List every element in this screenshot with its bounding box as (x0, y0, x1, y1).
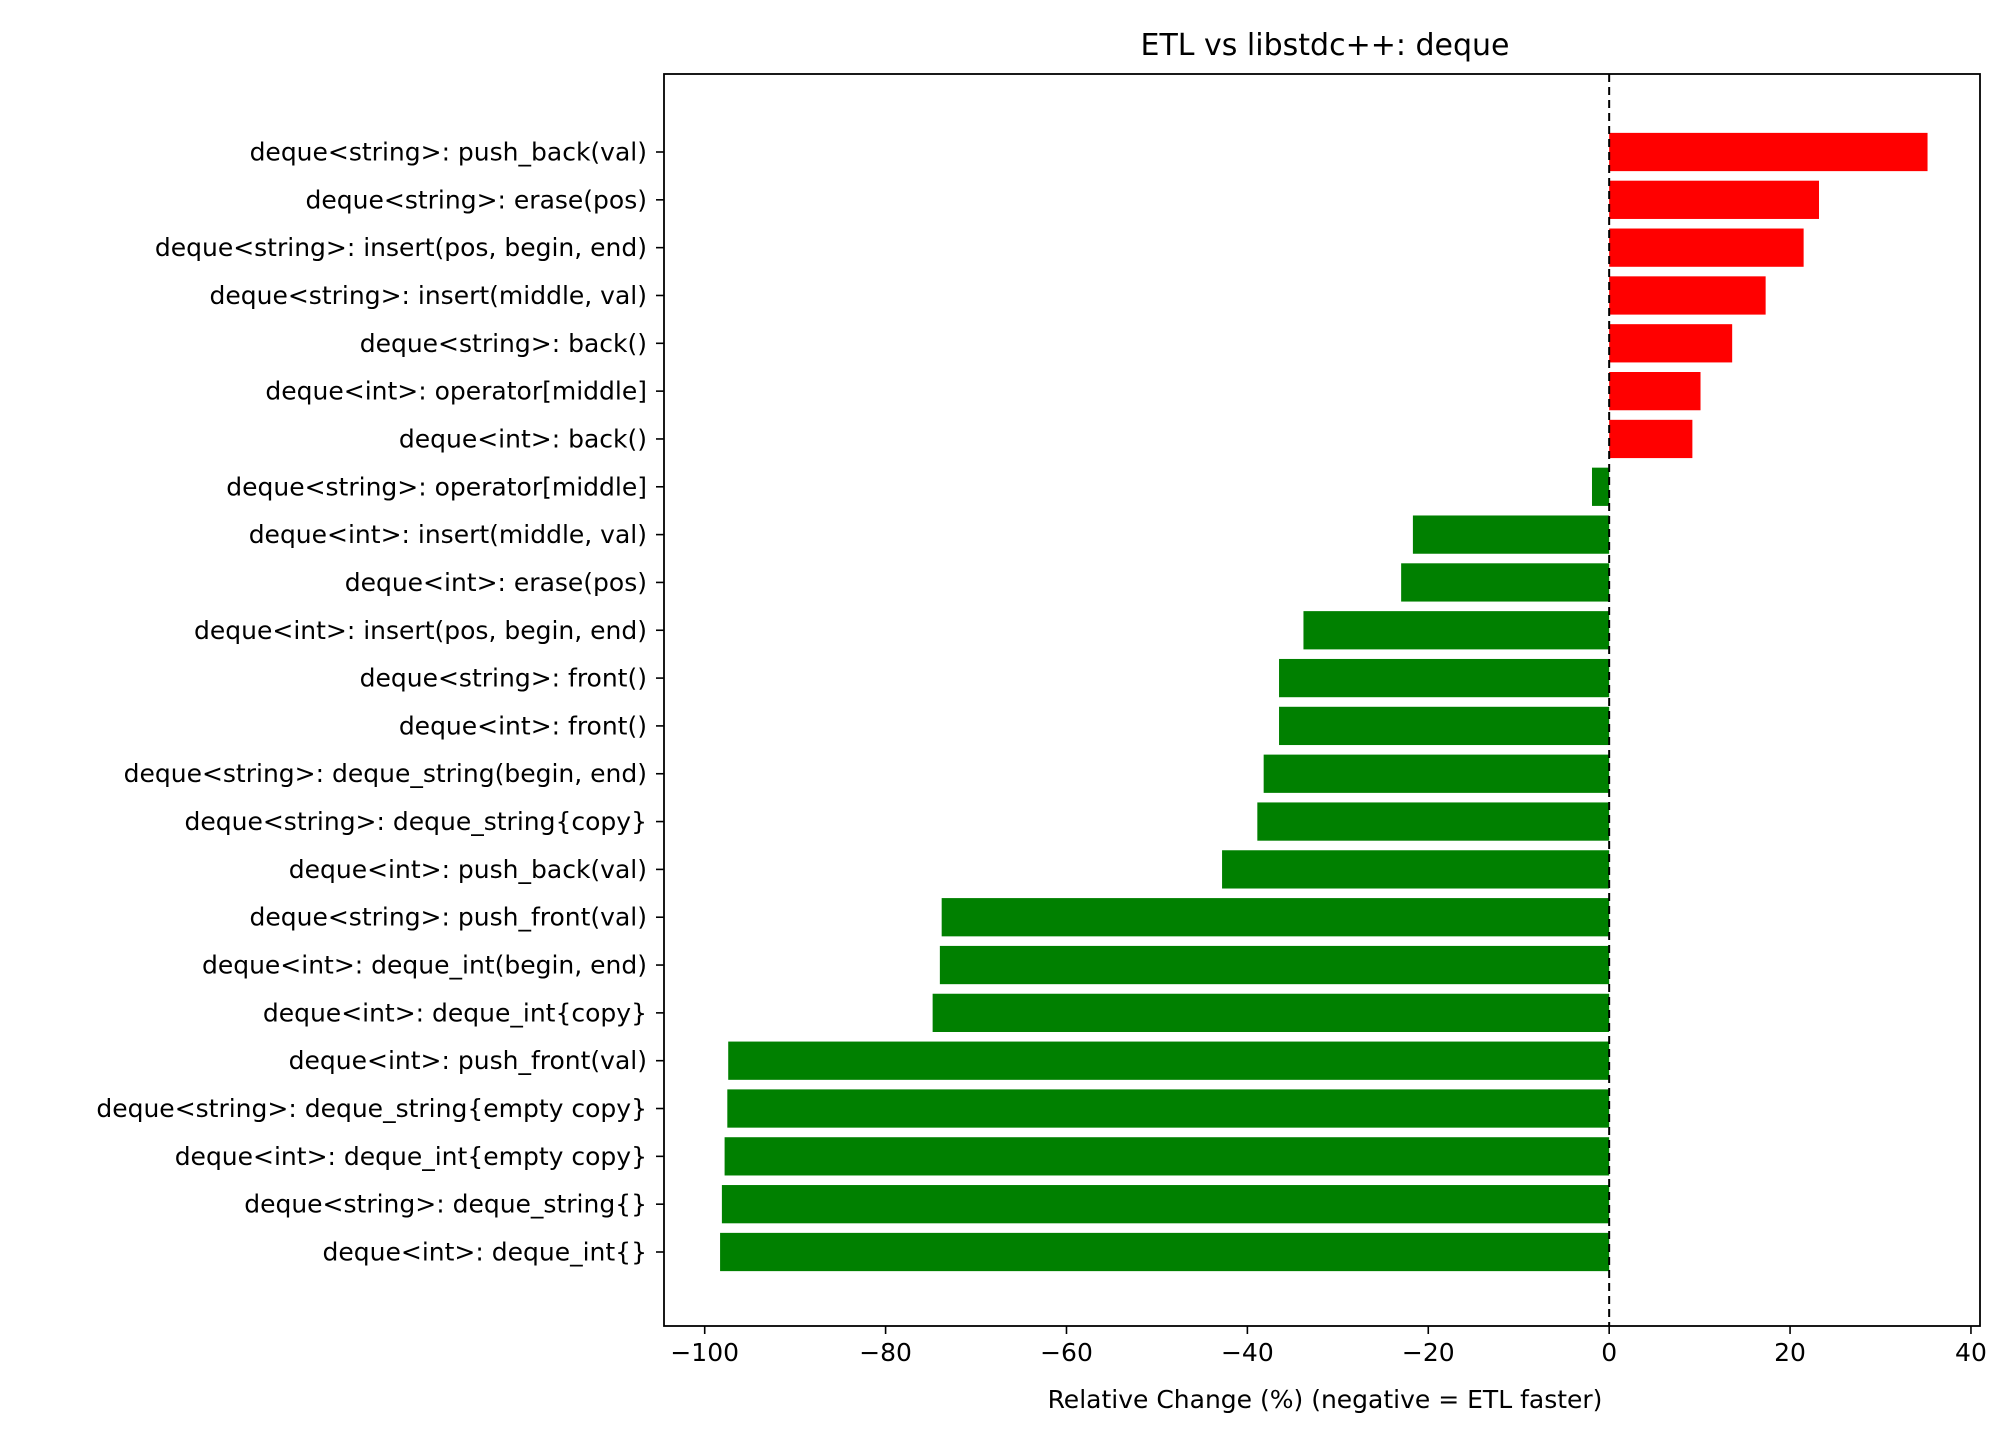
bar-4 (1609, 324, 1733, 363)
bar-9 (1401, 563, 1610, 602)
bar-13 (1263, 754, 1610, 793)
x-tick-label: 40 (1955, 1338, 1987, 1367)
bars-group (720, 132, 1928, 1272)
x-tick-label: −20 (1402, 1338, 1455, 1367)
bar-3 (1609, 276, 1766, 315)
bar-23 (720, 1232, 1610, 1272)
bar-2 (1609, 228, 1804, 267)
bar-6 (1609, 419, 1693, 459)
bar-17 (939, 945, 1610, 985)
bar-18 (932, 993, 1610, 1032)
y-tick-label: deque<int>: deque_int{copy} (263, 998, 647, 1027)
y-tick-label: deque<string>: push_front(val) (250, 903, 648, 932)
y-axis: deque<string>: push_back(val) deque<strin… (96, 138, 664, 1267)
y-tick-label: deque<int>: deque_int{} (323, 1238, 647, 1267)
y-tick-label: deque<string>: deque_string{empty copy} (96, 1094, 647, 1123)
bar-0 (1609, 132, 1928, 172)
bar-21 (724, 1137, 1610, 1176)
y-tick-label: deque<int>: deque_int(begin, end) (202, 951, 647, 980)
y-tick-label: deque<int>: back() (399, 424, 647, 453)
bar-10 (1303, 611, 1610, 650)
bar-20 (727, 1089, 1610, 1128)
plot-frame (663, 73, 1981, 1327)
bar-12 (1279, 706, 1610, 746)
x-tick-label: −60 (1040, 1338, 1093, 1367)
x-tick-label: −80 (859, 1338, 912, 1367)
y-tick-label: deque<string>: erase(pos) (306, 185, 647, 214)
bar-5 (1609, 372, 1701, 411)
bar-11 (1279, 658, 1610, 698)
bar-1 (1609, 180, 1820, 219)
y-tick-label: deque<int>: operator[middle] (265, 377, 647, 406)
bar-15 (1222, 850, 1610, 889)
bar-14 (1257, 802, 1610, 841)
x-axis: −100 −80 −60 −40 −20 0 20 40 (670, 1326, 1987, 1367)
y-tick-label: deque<int>: insert(pos, begin, end) (194, 616, 647, 645)
bar-8 (1412, 515, 1610, 554)
y-tick-label: deque<string>: deque_string{} (244, 1190, 647, 1219)
y-tick-label: deque<string>: insert(middle, val) (210, 281, 647, 310)
y-tick-label: deque<string>: push_back(val) (250, 138, 647, 167)
y-tick-label: deque<string>: insert(pos, begin, end) (155, 233, 647, 262)
y-tick-label: deque<string>: operator[middle] (226, 472, 647, 501)
y-tick-label: deque<int>: push_front(val) (289, 1046, 647, 1075)
chart-title: ETL vs libstdc++: deque (1140, 28, 1509, 63)
x-tick-label: −100 (670, 1338, 739, 1367)
x-tick-label: −40 (1221, 1338, 1274, 1367)
y-tick-label: deque<int>: push_back(val) (289, 855, 647, 884)
x-axis-title: Relative Change (%) (negative = ETL fast… (1048, 1385, 1603, 1414)
y-tick-label: deque<string>: deque_string(begin, end) (124, 759, 647, 788)
x-tick-label: 0 (1601, 1338, 1617, 1367)
y-tick-label: deque<int>: deque_int{empty copy} (175, 1142, 647, 1171)
y-tick-label: deque<string>: front() (360, 664, 647, 693)
y-tick-label: deque<int>: erase(pos) (345, 568, 647, 597)
y-tick-label: deque<int>: front() (399, 711, 647, 740)
bar-22 (721, 1185, 1610, 1224)
bar-16 (941, 898, 1610, 937)
bar-7 (1591, 467, 1610, 506)
x-tick-label: 20 (1774, 1338, 1806, 1367)
bar-19 (728, 1041, 1610, 1080)
y-tick-label: deque<int>: insert(middle, val) (249, 520, 647, 549)
y-tick-label: deque<string>: deque_string{copy} (185, 807, 648, 836)
y-tick-label: deque<string>: back() (360, 329, 647, 358)
